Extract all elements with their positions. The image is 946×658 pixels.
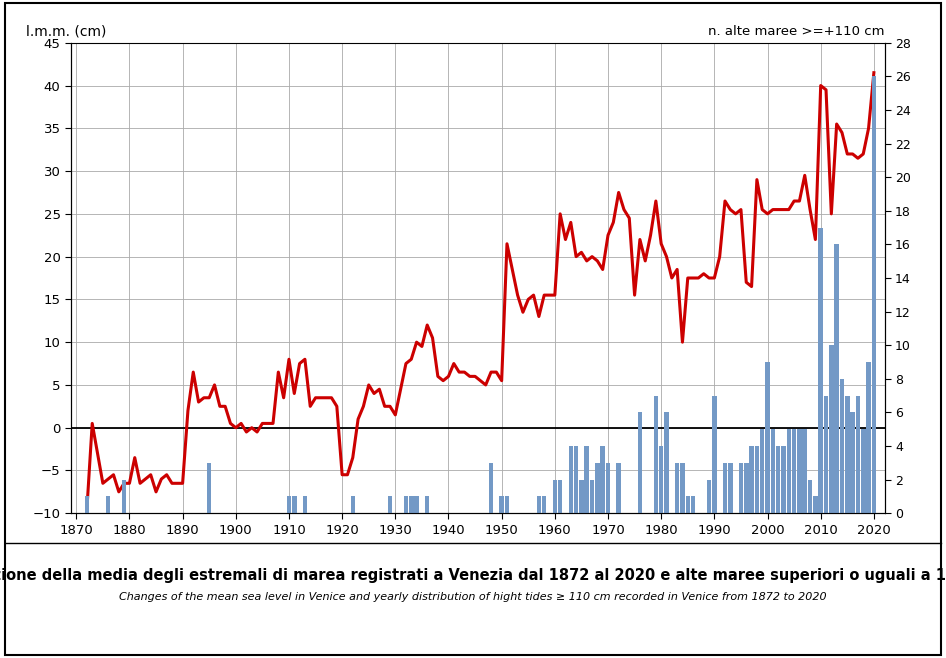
- Bar: [388, 496, 393, 513]
- Bar: [552, 480, 557, 513]
- Bar: [760, 429, 764, 513]
- Bar: [749, 446, 754, 513]
- Bar: [542, 496, 547, 513]
- Bar: [834, 244, 839, 513]
- Bar: [207, 463, 212, 513]
- Bar: [840, 379, 844, 513]
- Bar: [712, 395, 717, 513]
- Bar: [871, 76, 876, 513]
- Bar: [691, 496, 695, 513]
- Bar: [781, 446, 786, 513]
- Bar: [558, 480, 563, 513]
- Bar: [638, 413, 642, 513]
- Bar: [802, 429, 807, 513]
- Bar: [499, 496, 504, 513]
- Bar: [404, 496, 409, 513]
- Bar: [425, 496, 429, 513]
- Bar: [739, 463, 744, 513]
- Bar: [292, 496, 296, 513]
- Bar: [659, 446, 663, 513]
- Bar: [824, 395, 829, 513]
- Text: Changes of the mean sea level in Venice and yearly distribution of hight tides ≥: Changes of the mean sea level in Venice …: [119, 592, 827, 602]
- Bar: [686, 496, 690, 513]
- Bar: [755, 446, 759, 513]
- Bar: [569, 446, 573, 513]
- Bar: [505, 496, 509, 513]
- Bar: [605, 463, 610, 513]
- Bar: [589, 480, 594, 513]
- Bar: [351, 496, 355, 513]
- Text: l.m.m. (cm): l.m.m. (cm): [26, 24, 107, 38]
- Bar: [680, 463, 685, 513]
- Bar: [84, 496, 89, 513]
- Bar: [536, 496, 541, 513]
- Bar: [601, 446, 604, 513]
- Bar: [808, 480, 813, 513]
- Bar: [765, 362, 770, 513]
- Bar: [867, 362, 871, 513]
- Bar: [489, 463, 493, 513]
- Bar: [814, 496, 817, 513]
- Bar: [818, 228, 823, 513]
- Bar: [850, 413, 855, 513]
- Bar: [728, 463, 732, 513]
- Bar: [617, 463, 621, 513]
- Bar: [303, 496, 307, 513]
- Bar: [585, 446, 589, 513]
- Bar: [723, 463, 727, 513]
- Bar: [845, 395, 850, 513]
- Bar: [856, 395, 860, 513]
- Bar: [414, 496, 419, 513]
- Bar: [409, 496, 413, 513]
- Bar: [674, 463, 679, 513]
- Bar: [792, 429, 797, 513]
- Bar: [287, 496, 291, 513]
- Bar: [122, 480, 127, 513]
- Bar: [574, 446, 578, 513]
- Bar: [797, 429, 801, 513]
- Bar: [664, 413, 669, 513]
- Bar: [707, 480, 711, 513]
- Bar: [744, 463, 748, 513]
- Bar: [579, 480, 584, 513]
- Bar: [771, 429, 775, 513]
- Bar: [654, 395, 658, 513]
- Bar: [106, 496, 111, 513]
- Bar: [861, 429, 866, 513]
- Text: Variazione della media degli estremali di marea registrati a Venezia dal 1872 al: Variazione della media degli estremali d…: [0, 569, 946, 583]
- Bar: [776, 446, 780, 513]
- Text: n. alte maree >=+110 cm: n. alte maree >=+110 cm: [708, 25, 885, 38]
- Bar: [595, 463, 600, 513]
- Bar: [829, 345, 833, 513]
- Bar: [786, 429, 791, 513]
